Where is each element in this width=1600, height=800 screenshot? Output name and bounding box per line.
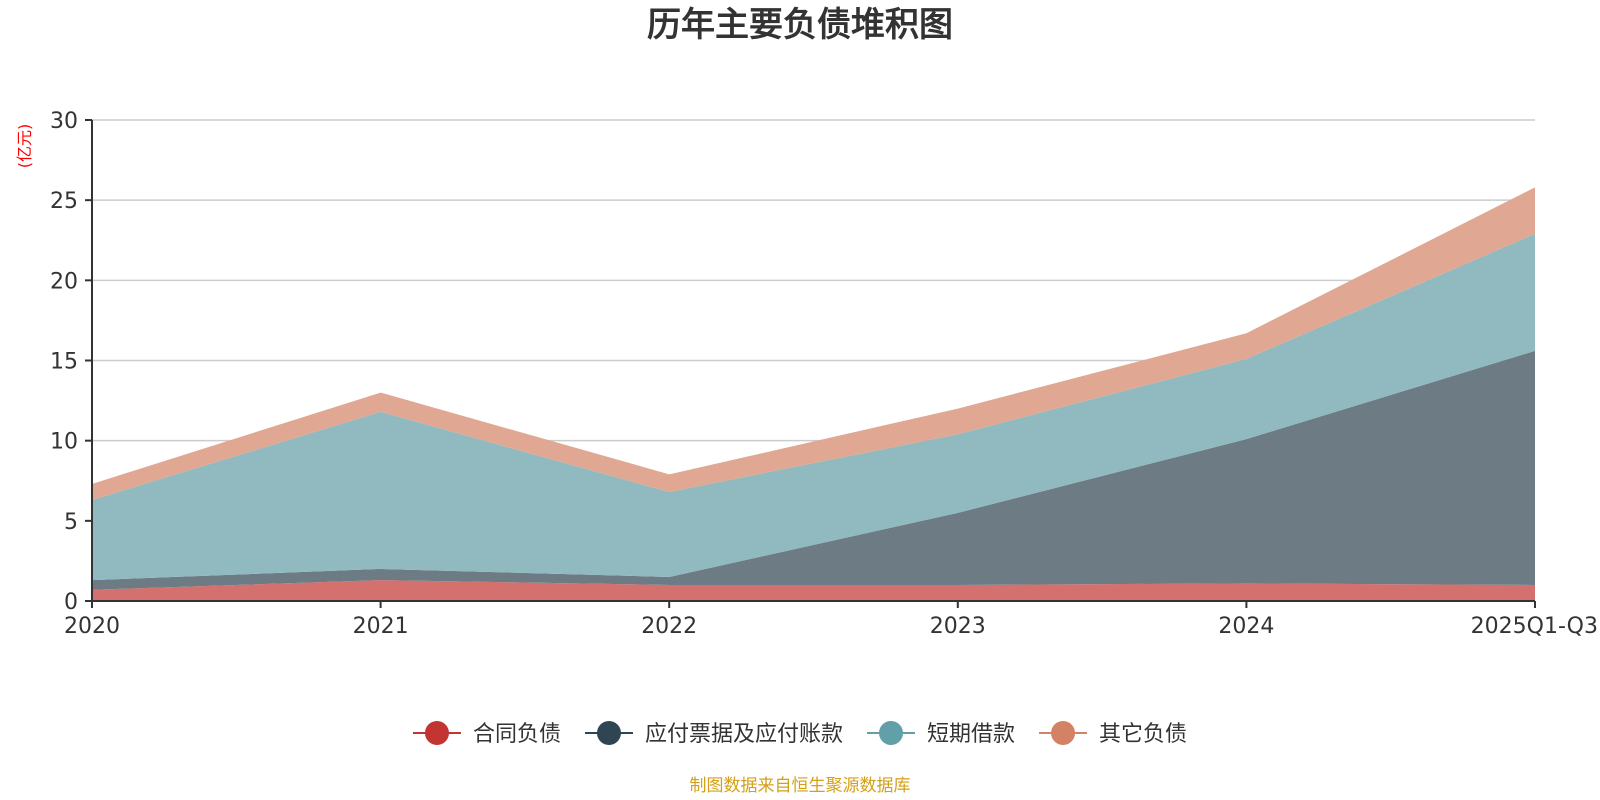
x-tick-label-1: 2021 <box>353 614 409 639</box>
legend-label-1: 合同负债 <box>473 722 561 747</box>
axes: 0 5 10 15 20 25 30 2020 2021 2022 2023 2024 2025Q1-Q… <box>50 109 1598 639</box>
legend-label-2: 应付票据及应付账款 <box>645 722 843 747</box>
y-tick-label-15: 15 <box>50 350 78 375</box>
y-tick-label-5: 5 <box>64 510 78 535</box>
y-tick-label-10: 10 <box>50 430 78 455</box>
y-tick-label-20: 20 <box>50 269 78 294</box>
x-tick-label-5: 2025Q1-Q3 <box>1471 614 1598 639</box>
chart-title: 历年主要负债堆积图 <box>647 5 953 45</box>
y-tick-label-30: 30 <box>50 109 78 134</box>
x-tick-label-3: 2023 <box>930 614 986 639</box>
y-unit-label: (亿元) <box>15 124 34 169</box>
area-series-2 <box>92 350 1535 590</box>
legend-item-2[interactable]: 应付票据及应付账款 <box>584 721 843 747</box>
legend-marker-4 <box>1051 721 1076 745</box>
legend-item-1[interactable]: 合同负债 <box>412 721 561 747</box>
area-series <box>92 187 1535 601</box>
legend-marker-2 <box>596 721 621 745</box>
legend-marker-1 <box>424 721 449 745</box>
legend-item-3[interactable]: 短期借款 <box>867 721 1015 747</box>
y-tick-label-25: 25 <box>50 189 78 214</box>
y-tick-label-0: 0 <box>64 590 78 615</box>
x-tick-label-0: 2020 <box>64 614 120 639</box>
legend-item-4[interactable]: 其它负债 <box>1039 721 1187 747</box>
legend-marker-3 <box>879 721 903 745</box>
legend-label-3: 短期借款 <box>927 722 1015 747</box>
legend-label-4: 其它负债 <box>1099 722 1187 747</box>
area-series-3 <box>92 233 1535 581</box>
x-tick-label-2: 2022 <box>641 614 697 639</box>
area-series-4 <box>92 187 1535 500</box>
x-tick-label-4: 2024 <box>1218 614 1274 639</box>
legend: 合同负债 应付票据及应付账款 短期借款 其它负债 <box>412 721 1187 747</box>
area-series-1 <box>92 580 1535 601</box>
source-note: 制图数据来自恒生聚源数据库 <box>690 776 911 796</box>
